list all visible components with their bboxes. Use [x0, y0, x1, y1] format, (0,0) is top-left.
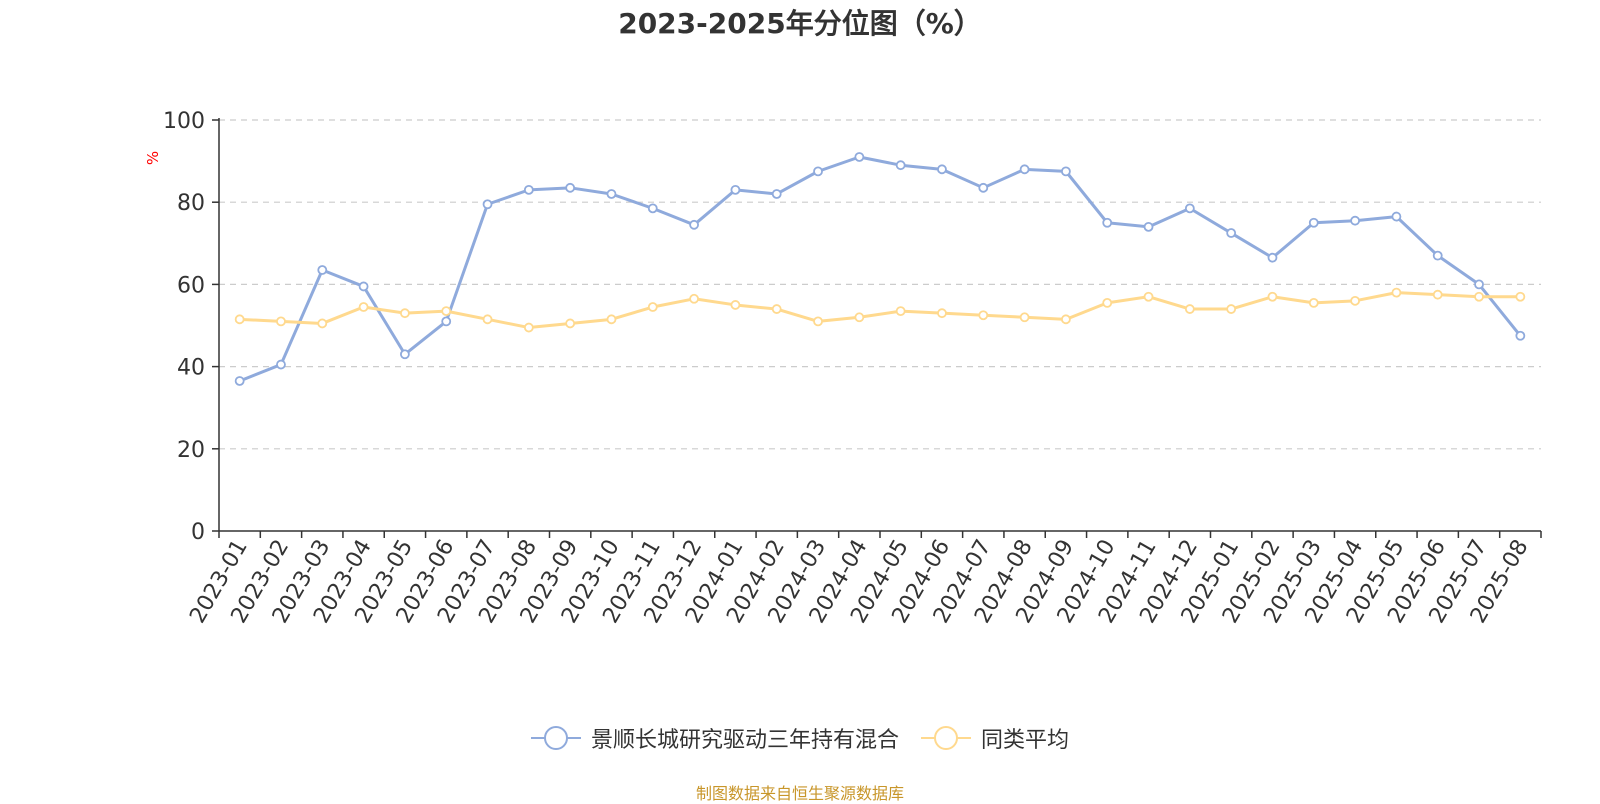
data-point-s0-27 [1350, 215, 1360, 226]
data-point-s0-3 [358, 281, 369, 292]
data-point-s0-18 [978, 182, 989, 193]
data-point-s0-21 [1102, 217, 1113, 228]
data-point-s1-11 [689, 293, 699, 304]
y-tick-label-4: 80 [177, 191, 205, 216]
data-point-s0-19 [1019, 164, 1030, 175]
data-point-s1-22 [1143, 291, 1154, 302]
data-point-s0-5 [441, 316, 452, 327]
legend: 景顺长城研究驱动三年持有混合 同类平均 [0, 722, 1600, 754]
data-point-s0-14 [813, 166, 823, 177]
data-point-s0-0 [234, 376, 245, 386]
data-point-s0-12 [730, 184, 741, 195]
data-point-s1-23 [1184, 304, 1195, 314]
legend-item-1[interactable]: 同类平均 [921, 722, 1069, 754]
data-point-s0-10 [647, 203, 658, 214]
chart-title: 2023-2025年分位图（%） [618, 7, 982, 40]
data-point-s0-2 [317, 265, 328, 275]
data-point-s1-7 [523, 322, 534, 333]
series [234, 152, 1526, 386]
data-source-note: 制图数据来自恒生聚源数据库 [695, 784, 904, 803]
data-point-s1-2 [317, 318, 328, 329]
data-point-s1-12 [730, 300, 741, 310]
data-point-s0-13 [771, 189, 782, 199]
data-point-s1-13 [771, 304, 782, 314]
data-point-s0-9 [606, 189, 617, 199]
y-tick-label-3: 60 [177, 273, 205, 298]
series-line-1 [239, 291, 1521, 330]
data-point-s1-31 [1515, 291, 1526, 302]
data-point-s0-31 [1515, 330, 1526, 341]
gridlines [219, 119, 1541, 450]
data-point-s1-30 [1474, 291, 1484, 302]
data-point-s1-28 [1391, 287, 1402, 298]
data-point-s1-26 [1308, 297, 1319, 308]
series-line-0 [239, 155, 1522, 383]
axes: 0204060801002023-012023-022023-032023-04… [163, 109, 1542, 628]
data-point-s1-15 [854, 312, 865, 323]
data-point-s0-26 [1308, 217, 1319, 228]
data-point-s1-3 [358, 302, 369, 312]
data-point-s0-4 [400, 349, 410, 360]
data-point-s1-24 [1226, 304, 1237, 314]
data-point-s1-5 [441, 306, 452, 317]
data-point-s1-10 [647, 302, 658, 312]
legend-marker-icon [921, 726, 971, 750]
data-point-s1-18 [978, 310, 989, 321]
y-tick-label-1: 20 [177, 438, 205, 463]
data-point-s0-1 [276, 359, 286, 370]
data-point-s0-29 [1432, 250, 1443, 261]
y-tick-label-5: 100 [163, 109, 205, 134]
data-point-s1-0 [234, 314, 245, 325]
data-point-s1-27 [1350, 295, 1360, 306]
legend-item-0[interactable]: 景顺长城研究驱动三年持有混合 [530, 722, 899, 754]
data-point-s1-8 [565, 318, 576, 329]
data-point-s1-1 [276, 316, 286, 327]
data-point-s1-25 [1267, 291, 1278, 302]
data-point-s1-6 [482, 314, 493, 325]
data-point-s0-6 [482, 199, 493, 210]
legend-label: 景顺长城研究驱动三年持有混合 [590, 728, 899, 753]
y-tick-label-0: 0 [191, 520, 205, 545]
data-point-s0-20 [1061, 166, 1071, 177]
data-point-s0-11 [689, 219, 699, 230]
data-point-s0-17 [937, 164, 947, 175]
data-point-s1-16 [895, 306, 906, 317]
data-point-s1-9 [606, 314, 617, 325]
data-point-s1-14 [813, 316, 823, 327]
data-point-s1-21 [1102, 297, 1113, 308]
data-point-s0-24 [1226, 228, 1237, 238]
data-point-s0-16 [895, 160, 906, 171]
data-point-s0-25 [1267, 252, 1278, 263]
legend-label: 同类平均 [981, 728, 1070, 753]
data-point-s0-30 [1474, 279, 1484, 290]
data-point-s1-29 [1432, 289, 1443, 300]
data-point-s0-22 [1143, 221, 1154, 232]
data-point-s1-20 [1061, 314, 1071, 325]
y-axis-label: % [144, 151, 162, 165]
data-point-s1-4 [400, 308, 410, 319]
data-point-s0-23 [1184, 203, 1195, 214]
data-point-s0-7 [523, 184, 534, 195]
data-point-s0-15 [854, 152, 865, 162]
data-point-s0-8 [565, 182, 576, 193]
data-point-s1-19 [1019, 312, 1030, 323]
data-point-s0-28 [1391, 211, 1402, 222]
data-point-s1-17 [937, 308, 947, 319]
legend-marker-icon [530, 726, 581, 750]
y-tick-label-2: 40 [177, 356, 205, 381]
